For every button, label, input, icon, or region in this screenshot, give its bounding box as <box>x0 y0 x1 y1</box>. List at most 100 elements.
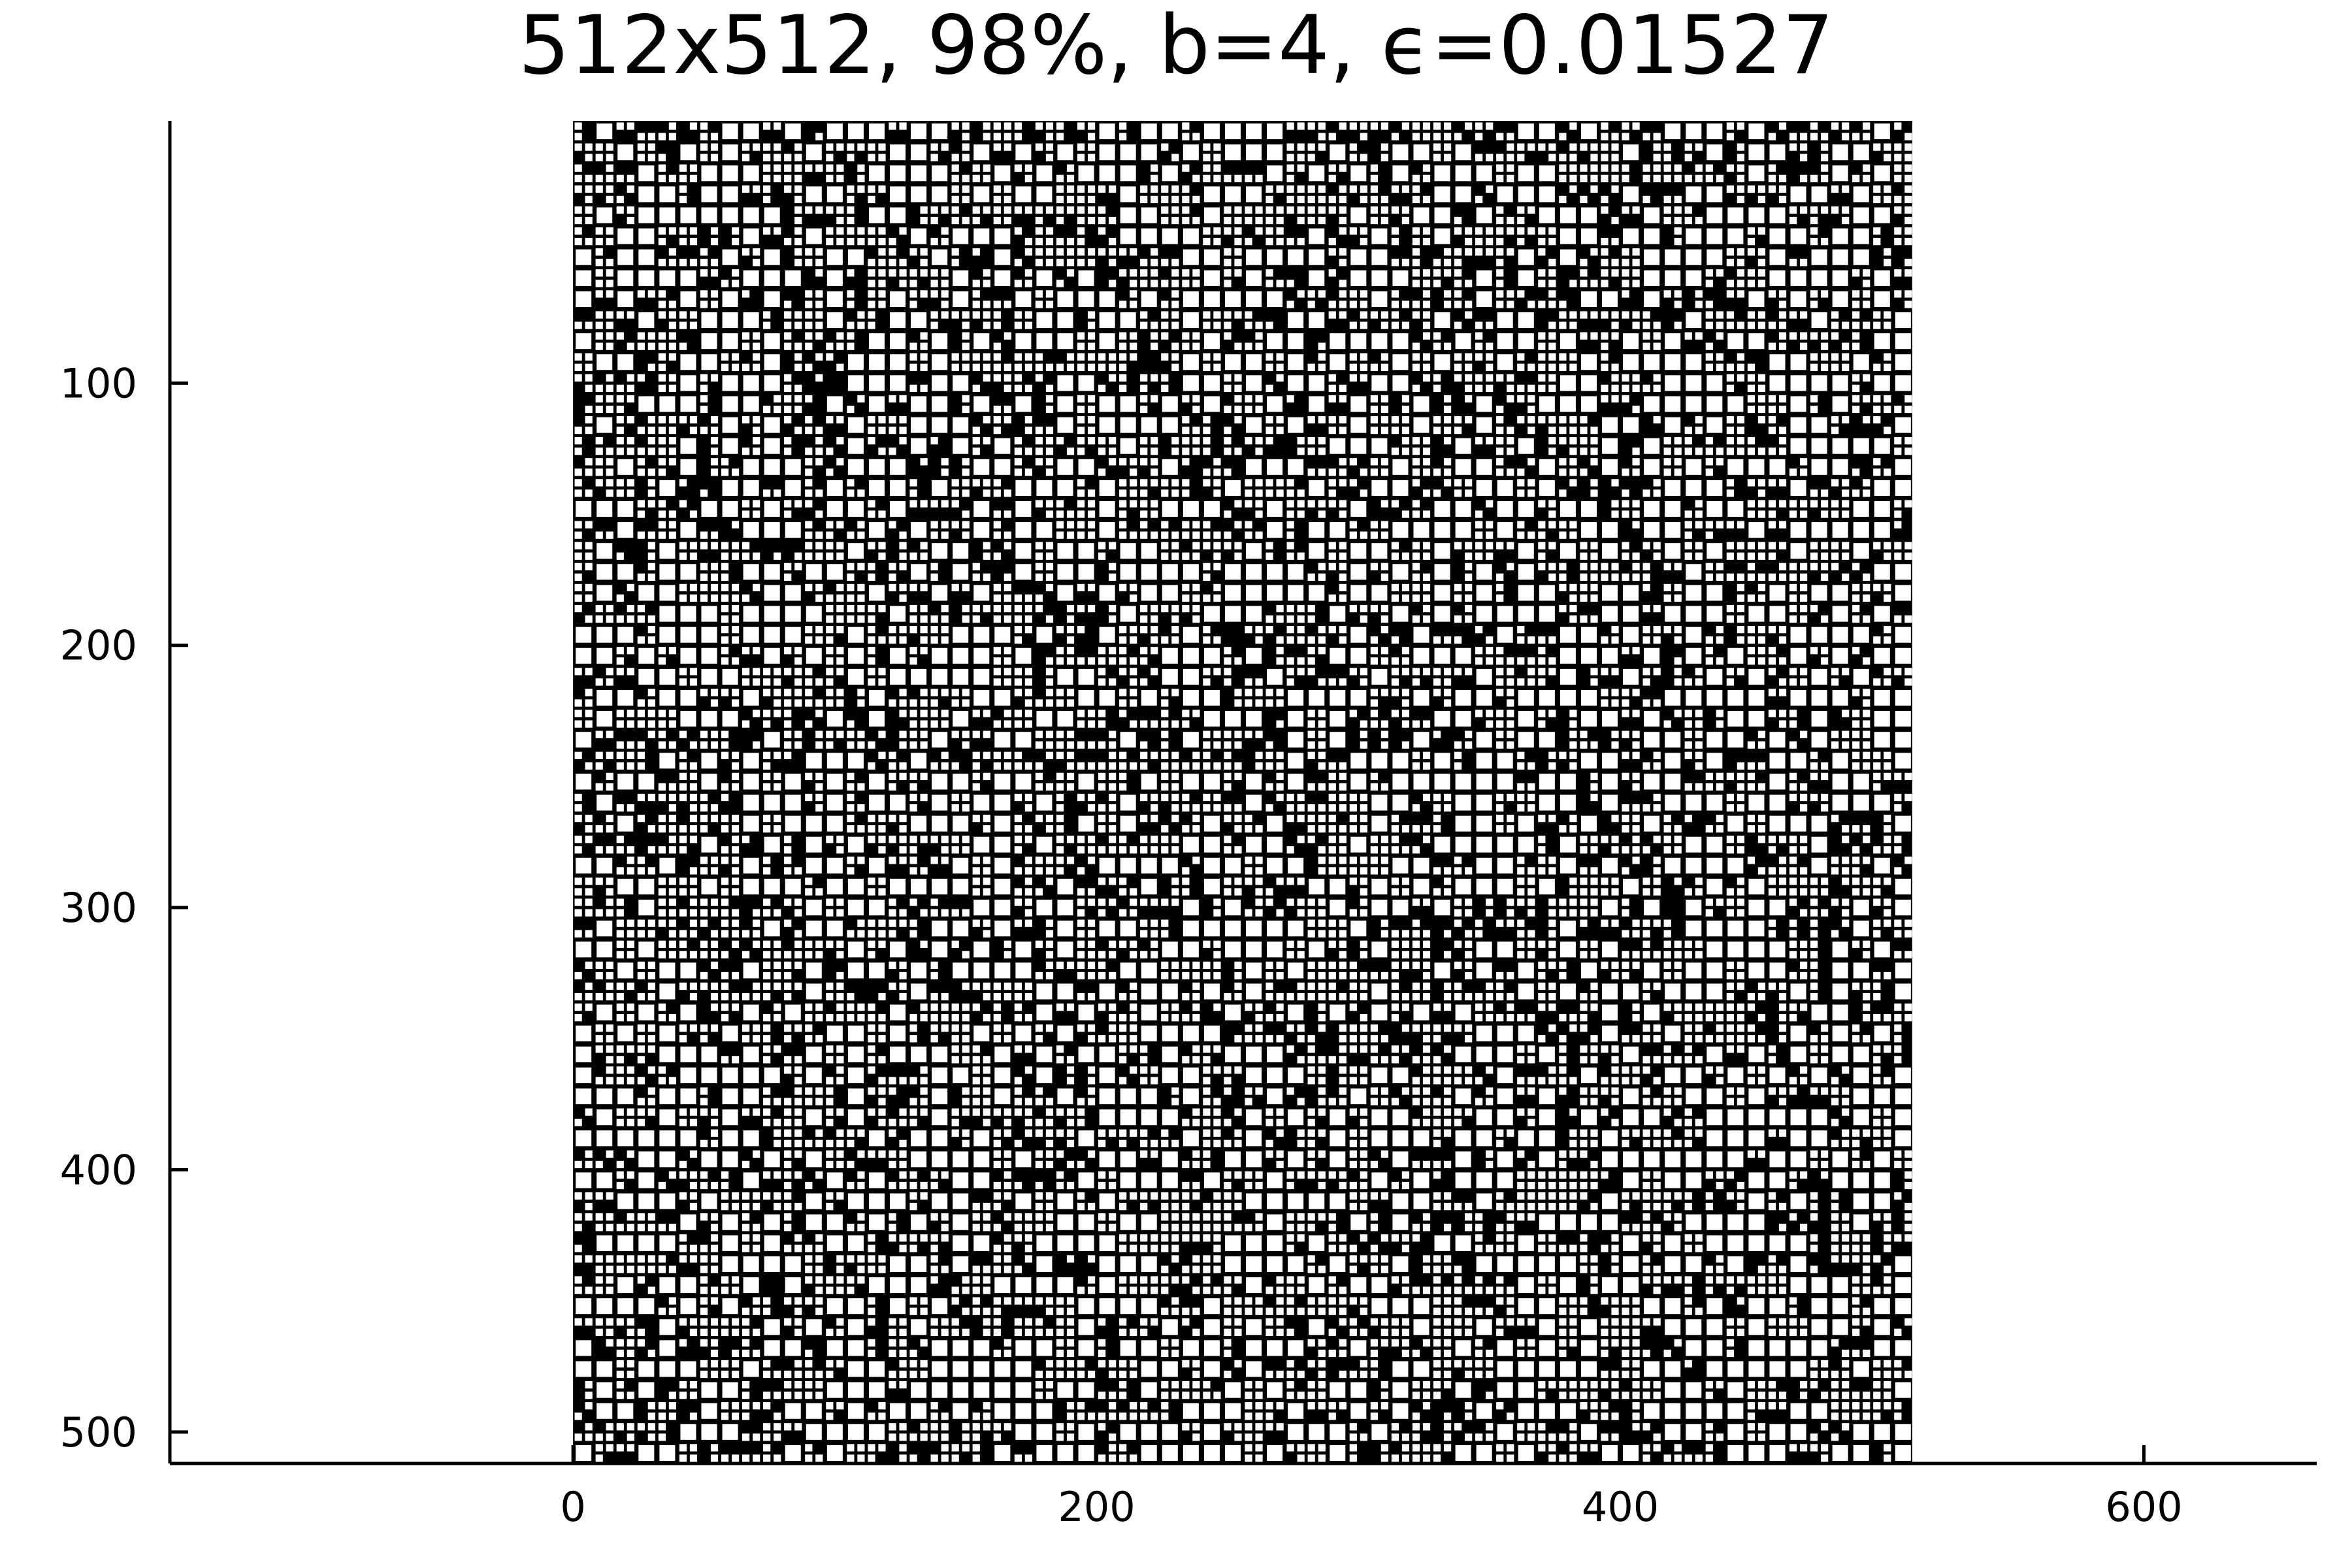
matrix-block <box>764 564 780 580</box>
matrix-block <box>1024 626 1033 634</box>
matrix-block <box>606 730 613 738</box>
matrix-block <box>1120 144 1136 161</box>
matrix-block <box>658 133 666 140</box>
matrix-block <box>764 627 780 643</box>
matrix-block <box>1161 321 1169 329</box>
matrix-block <box>972 353 980 361</box>
matrix-block <box>1747 448 1756 455</box>
matrix-block <box>1590 458 1598 466</box>
matrix-block <box>1045 730 1054 738</box>
matrix-block <box>805 321 813 329</box>
matrix-block <box>1035 741 1043 749</box>
matrix-block <box>710 227 719 235</box>
matrix-block <box>784 710 792 717</box>
matrix-block <box>1518 815 1534 832</box>
matrix-block <box>1475 332 1483 340</box>
matrix-block <box>941 269 949 277</box>
matrix-block <box>785 270 801 286</box>
matrix-block <box>1832 585 1848 601</box>
matrix-block <box>637 710 645 717</box>
matrix-block <box>596 794 613 811</box>
matrix-block <box>962 395 970 403</box>
matrix-block <box>1496 741 1504 749</box>
matrix-block <box>1842 185 1850 193</box>
matrix-block <box>1203 647 1220 664</box>
matrix-block <box>1130 269 1137 277</box>
matrix-block <box>1433 374 1441 382</box>
matrix-block <box>1590 448 1598 455</box>
matrix-block <box>1422 594 1431 602</box>
matrix-block <box>1799 867 1808 875</box>
matrix-block <box>637 573 645 581</box>
matrix-block <box>1234 657 1242 665</box>
matrix-block <box>1318 573 1326 581</box>
matrix-block <box>1665 270 1681 286</box>
matrix-block <box>753 552 760 560</box>
matrix-block <box>1602 543 1618 559</box>
matrix-block <box>1412 751 1420 759</box>
matrix-block <box>1904 500 1912 508</box>
matrix-block <box>1245 479 1252 487</box>
matrix-block <box>1286 301 1294 308</box>
matrix-block <box>1255 395 1263 403</box>
matrix-block <box>710 458 719 466</box>
matrix-block <box>826 815 843 832</box>
matrix-block <box>930 573 938 581</box>
matrix-block <box>932 333 948 350</box>
matrix-block <box>1267 836 1283 853</box>
matrix-block <box>763 720 771 728</box>
matrix-block <box>1380 563 1388 570</box>
matrix-block <box>889 772 896 781</box>
matrix-block <box>1895 333 1911 350</box>
matrix-block <box>920 248 928 256</box>
matrix-block <box>1832 228 1848 244</box>
matrix-block <box>878 426 886 434</box>
matrix-block <box>668 426 677 434</box>
matrix-block <box>679 783 687 791</box>
matrix-block <box>1276 206 1284 214</box>
matrix-block <box>658 238 666 246</box>
matrix-block <box>1789 604 1797 613</box>
matrix-block <box>1496 668 1504 676</box>
matrix-block <box>1560 543 1576 559</box>
matrix-block <box>638 900 655 916</box>
matrix-block <box>972 772 980 781</box>
matrix-block <box>1066 164 1075 172</box>
matrix-block <box>1015 144 1032 161</box>
matrix-block <box>1024 248 1033 256</box>
matrix-block <box>1371 794 1388 811</box>
matrix-block <box>1663 206 1671 214</box>
matrix-block <box>1245 689 1252 696</box>
matrix-block <box>743 753 759 769</box>
matrix-block <box>1014 888 1022 896</box>
matrix-block <box>1632 248 1640 256</box>
matrix-block <box>1904 269 1912 277</box>
matrix-block <box>1255 500 1263 508</box>
matrix-block <box>1496 227 1504 235</box>
matrix-block <box>1056 751 1064 759</box>
matrix-block <box>1339 636 1347 644</box>
matrix-block <box>710 573 719 581</box>
matrix-block <box>1024 678 1033 686</box>
matrix-block <box>1267 564 1283 580</box>
matrix-block <box>909 552 917 560</box>
matrix-block <box>700 248 708 256</box>
matrix-block <box>1151 720 1158 728</box>
matrix-block <box>1727 689 1744 706</box>
matrix-block <box>1245 699 1252 707</box>
matrix-block <box>1832 606 1848 622</box>
matrix-block <box>1035 772 1043 781</box>
matrix-block <box>1852 751 1860 759</box>
matrix-block <box>1224 836 1232 843</box>
matrix-block <box>1267 333 1283 350</box>
matrix-block <box>1789 563 1797 570</box>
matrix-block <box>1559 563 1567 570</box>
matrix-block <box>1580 730 1588 738</box>
matrix-block <box>972 301 980 308</box>
matrix-block <box>1884 583 1891 592</box>
matrix-block <box>1267 522 1283 538</box>
matrix-block <box>899 836 907 843</box>
matrix-block <box>606 332 613 340</box>
matrix-block <box>1904 133 1912 140</box>
matrix-block <box>911 753 927 769</box>
